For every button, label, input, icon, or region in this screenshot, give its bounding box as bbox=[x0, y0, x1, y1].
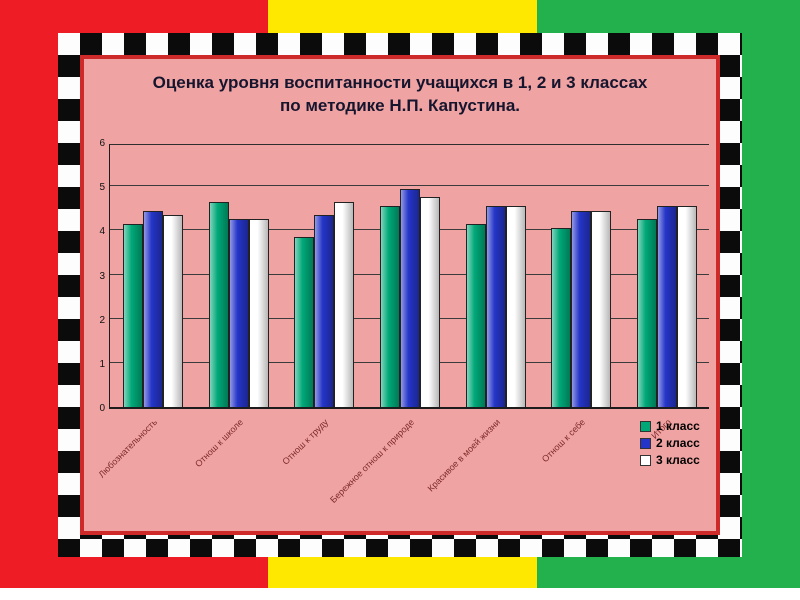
bar-group bbox=[281, 145, 367, 407]
bar-3-класс bbox=[248, 219, 269, 407]
y-axis-tick-label: 3 bbox=[99, 270, 105, 282]
bar-3-класс bbox=[591, 210, 612, 407]
bar-2-класс bbox=[314, 214, 335, 407]
y-axis-tick-label: 0 bbox=[99, 403, 105, 414]
plot-area bbox=[109, 144, 709, 409]
category-label: Отнош к школе bbox=[192, 417, 245, 470]
bar-2-класс bbox=[485, 206, 506, 407]
bar-1-класс bbox=[637, 219, 658, 407]
legend-swatch bbox=[640, 420, 651, 432]
bar-3-класс bbox=[677, 206, 698, 407]
bar-1-класс bbox=[294, 236, 315, 407]
bar-group bbox=[539, 145, 625, 407]
bar-2-класс bbox=[228, 219, 249, 407]
bar-group bbox=[624, 145, 710, 407]
y-axis-tick-label: 5 bbox=[99, 182, 105, 194]
category-label: Бережное отнош к природе bbox=[328, 417, 417, 505]
bar-2-класс bbox=[142, 210, 163, 407]
category-label: Отнош к себе bbox=[540, 417, 588, 465]
bar-3-класс bbox=[162, 214, 183, 407]
bar-1-класс bbox=[208, 201, 229, 407]
slide-title-line1: Оценка уровня воспитанности учащихся в 1… bbox=[152, 73, 648, 92]
slide-title: Оценка уровня воспитанности учащихся в 1… bbox=[84, 59, 716, 117]
y-axis-tick-label: 1 bbox=[99, 358, 105, 370]
legend-swatch bbox=[640, 437, 651, 449]
bar-group bbox=[196, 145, 282, 407]
bar-group bbox=[110, 145, 196, 407]
bar-2-класс bbox=[657, 206, 678, 407]
bar-1-класс bbox=[551, 227, 572, 407]
bottom-white-strip bbox=[0, 588, 800, 600]
bar-1-класс bbox=[465, 223, 486, 407]
legend-label: 2 класс bbox=[656, 436, 700, 450]
legend-item: 3 класс bbox=[640, 453, 700, 467]
bar-1-класс bbox=[379, 206, 400, 407]
bar-3-класс bbox=[419, 197, 440, 407]
chart-legend: 1 класс 2 класс 3 класс bbox=[640, 419, 700, 470]
gridline bbox=[110, 185, 709, 187]
bar-2-класс bbox=[399, 188, 420, 407]
legend-label: 1 класс bbox=[656, 419, 700, 433]
category-label: Красивое в моей жизни bbox=[425, 417, 502, 494]
legend-label: 3 класс bbox=[656, 453, 700, 467]
bar-group bbox=[453, 145, 539, 407]
bar-3-класс bbox=[505, 206, 526, 407]
legend-item: 1 класс bbox=[640, 419, 700, 433]
y-axis-tick-label: 4 bbox=[99, 226, 105, 238]
legend-item: 2 класс bbox=[640, 436, 700, 450]
category-label: Отнош к труду bbox=[280, 417, 331, 467]
bar-2-класс bbox=[571, 210, 592, 407]
bar-3-класс bbox=[334, 201, 355, 407]
bar-group bbox=[367, 145, 453, 407]
slide-panel: Оценка уровня воспитанности учащихся в 1… bbox=[80, 55, 720, 535]
slide-title-line2: по методике Н.П. Капустина. bbox=[279, 96, 521, 115]
bar-1-класс bbox=[122, 223, 143, 407]
y-axis-tick-label: 2 bbox=[99, 314, 105, 326]
legend-swatch bbox=[640, 454, 651, 466]
y-axis-tick-label: 6 bbox=[99, 138, 105, 149]
